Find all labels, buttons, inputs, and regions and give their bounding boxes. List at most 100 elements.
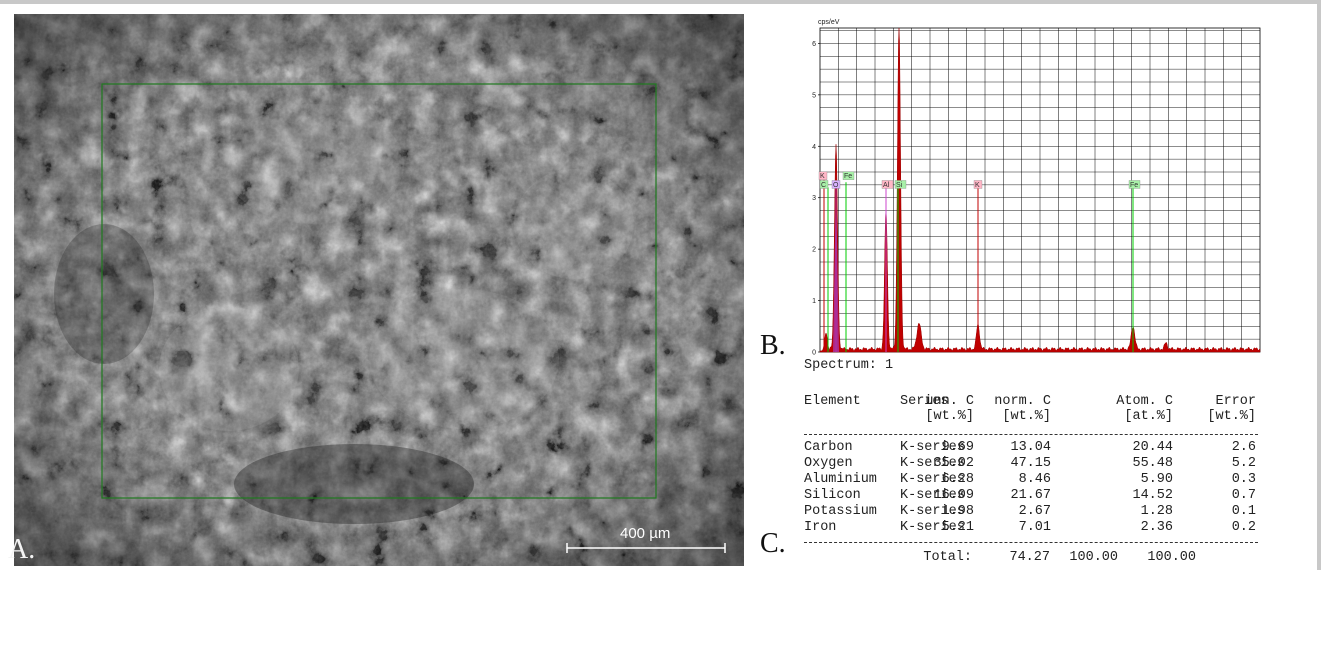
table-units-row: [wt.%] [wt.%] [at.%] [wt.%]	[804, 409, 1258, 425]
frame-right-border	[1317, 0, 1321, 570]
cell-norm: 21.67	[1010, 488, 1051, 503]
total-unn: 74.27	[1009, 550, 1050, 565]
peak-tag-box	[1128, 180, 1141, 189]
cell-atom: 5.90	[1140, 472, 1173, 487]
cell-unn: 6.28	[941, 472, 974, 487]
table-row: Silicon K-series 16.09 21.67 14.52 0.7	[804, 488, 1258, 504]
cell-element: Silicon	[804, 488, 861, 503]
spectrum-trace	[819, 27, 1261, 353]
peak-tag-label: Fe	[1130, 182, 1138, 189]
y-unit-label: cps/eV	[818, 19, 840, 26]
peak-tag-label: O	[833, 182, 839, 189]
peak-tag-box	[831, 180, 841, 189]
cell-element: Carbon	[804, 440, 853, 455]
y-tick-label: 3	[812, 195, 816, 202]
table-row: Potassium K-series 1.98 2.67 1.28 0.1	[804, 504, 1258, 520]
cell-element: Potassium	[804, 504, 877, 519]
header-error: Error	[1215, 394, 1256, 409]
cell-series: K-series	[900, 440, 965, 455]
cell-atom: 1.28	[1140, 504, 1173, 519]
peak-tag-box	[819, 180, 829, 189]
table-divider	[804, 434, 1258, 435]
cell-series: K-series	[900, 520, 965, 535]
peak-tag-label: Al	[883, 182, 890, 189]
peak-tag-label: Si	[896, 182, 903, 189]
unit-norm: [wt.%]	[1002, 409, 1051, 424]
cell-error: 2.6	[1231, 440, 1256, 455]
cell-element: Iron	[804, 520, 837, 535]
cell-atom: 2.36	[1140, 520, 1173, 535]
cell-series: K-series	[900, 456, 965, 471]
unit-unn: [wt.%]	[925, 409, 974, 424]
peak-tag-box	[881, 180, 894, 189]
cell-norm: 7.01	[1018, 520, 1051, 535]
peak-tag-box	[973, 180, 983, 189]
panel-b-label: B.	[760, 330, 786, 361]
table-row: Oxygen K-series 35.02 47.15 55.48 5.2	[804, 456, 1258, 472]
cell-atom: 55.48	[1132, 456, 1173, 471]
header-atom: Atom. C	[1116, 394, 1173, 409]
y-tick-label: 4	[812, 144, 816, 151]
peak-tag-box	[894, 180, 907, 189]
unit-error: [wt.%]	[1207, 409, 1256, 424]
cell-norm: 8.46	[1018, 472, 1051, 487]
cell-unn: 35.02	[933, 456, 974, 471]
y-tick-label: 1	[812, 298, 816, 305]
spectrum-grid	[819, 27, 1261, 353]
total-atom: 100.00	[1147, 550, 1196, 565]
header-series: Series	[900, 394, 949, 409]
peak-tag-box	[818, 171, 828, 180]
cell-unn: 9.69	[941, 440, 974, 455]
panel-c-label: C.	[760, 528, 786, 559]
total-norm: 100.00	[1069, 550, 1118, 565]
scale-bar-label: 400 µm	[620, 525, 671, 542]
cell-atom: 20.44	[1132, 440, 1173, 455]
table-divider	[804, 542, 1258, 543]
table-row: Carbon K-series 9.69 13.04 20.44 2.6	[804, 440, 1258, 456]
element-lines	[823, 179, 1134, 352]
cell-atom: 14.52	[1132, 488, 1173, 503]
table-header-row: Element Series unn. C norm. C Atom. C Er…	[804, 394, 1258, 410]
cell-element: Aluminium	[804, 472, 877, 487]
spectrum-title: Spectrum: 1	[804, 358, 894, 373]
cell-unn: 5.21	[941, 520, 974, 535]
header-unn: unn. C	[925, 394, 974, 409]
table-total-row: Total: 74.27 100.00 100.00	[804, 550, 1258, 566]
sem-micrograph	[14, 14, 744, 566]
unit-atom: [at.%]	[1124, 409, 1173, 424]
y-axis-ticks: 0 1 2 3 4 5 6	[812, 41, 820, 356]
cell-error: 5.2	[1231, 456, 1256, 471]
cell-element: Oxygen	[804, 456, 853, 471]
frame-top-border	[0, 0, 1321, 4]
cell-norm: 13.04	[1010, 440, 1051, 455]
cell-error: 0.2	[1231, 520, 1256, 535]
cell-unn: 16.09	[933, 488, 974, 503]
peak-tag-label: C	[821, 182, 826, 189]
cell-norm: 2.67	[1018, 504, 1051, 519]
table-row: Iron K-series 5.21 7.01 2.36 0.2	[804, 520, 1258, 536]
cell-norm: 47.15	[1010, 456, 1051, 471]
cell-error: 0.3	[1231, 472, 1256, 487]
table-row: Aluminium K-series 6.28 8.46 5.90 0.3	[804, 472, 1258, 488]
header-norm: norm. C	[994, 394, 1051, 409]
cell-error: 0.7	[1231, 488, 1256, 503]
cell-series: K-series	[900, 488, 965, 503]
panel-a-label: A.	[8, 534, 36, 565]
header-element: Element	[804, 394, 861, 409]
y-tick-label: 6	[812, 41, 816, 48]
total-label: Total:	[923, 550, 972, 565]
cell-unn: 1.98	[941, 504, 974, 519]
cell-series: K-series	[900, 472, 965, 487]
peak-tag-label: K	[820, 173, 825, 180]
cell-error: 0.1	[1231, 504, 1256, 519]
peak-tag-label: Fe	[844, 173, 852, 180]
y-tick-label: 5	[812, 92, 816, 99]
scale-bar	[566, 543, 726, 553]
quantification-table: Spectrum: 1 Element Series unn. C norm. …	[804, 356, 1264, 570]
y-tick-label: 2	[812, 247, 816, 254]
y-tick-label: 0	[812, 350, 816, 357]
peak-tag-box	[842, 171, 855, 180]
cell-series: K-series	[900, 504, 965, 519]
